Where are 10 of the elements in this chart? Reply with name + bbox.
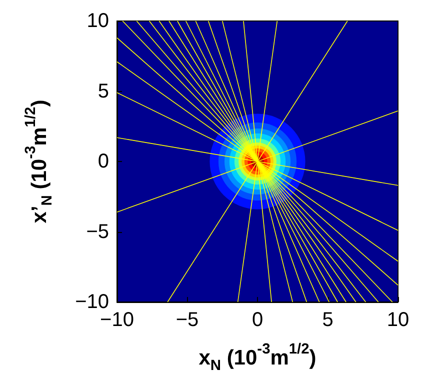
x-tick-label: −5 — [176, 309, 199, 331]
y-tick-label: −10 — [75, 291, 109, 313]
x-tick-label: 0 — [252, 309, 264, 331]
y-tick-label: −5 — [86, 220, 109, 243]
y-tick-label: 5 — [98, 80, 109, 102]
y-tick-label: 0 — [98, 150, 109, 172]
x-tick-label: 10 — [386, 309, 410, 331]
x-tick-label: 5 — [322, 309, 334, 331]
y-axis-title: x’N (10-3m1/2) — [23, 100, 56, 224]
y-tick-label: 10 — [86, 10, 109, 32]
